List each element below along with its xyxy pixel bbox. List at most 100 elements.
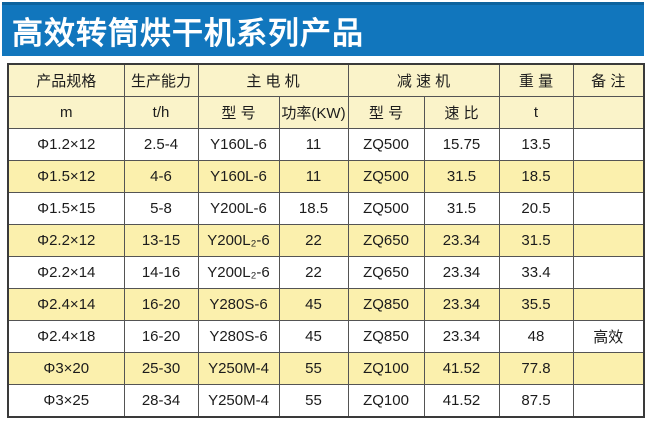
cell-capacity: 14-16 — [123, 256, 199, 289]
cell-spec: Φ1.5×12 — [7, 160, 125, 193]
cell-weight: 77.8 — [498, 352, 574, 385]
cell-remark — [572, 384, 645, 418]
cell-remark — [572, 224, 645, 257]
cell-spec: Φ3×25 — [7, 384, 125, 418]
table-row: Φ3×25 28-34 Y250M-4 55 ZQ100 41.52 87.5 — [7, 384, 645, 418]
cell-capacity: 4-6 — [123, 160, 199, 193]
cell-motor-model: Y200L₂-6 — [197, 256, 280, 289]
cell-spec: Φ3×20 — [7, 352, 125, 385]
product-spec-table: 产品规格 生产能力 主 电 机 减 速 机 重 量 备 注 m t/h 型 号 … — [7, 63, 645, 418]
cell-capacity: 28-34 — [123, 384, 199, 418]
cell-remark — [572, 128, 645, 161]
cell-capacity: 5-8 — [123, 192, 199, 225]
table-header: 产品规格 生产能力 主 电 机 减 速 机 重 量 备 注 m t/h 型 号 … — [7, 63, 645, 129]
cell-remark — [572, 256, 645, 289]
table-row: Φ2.2×14 14-16 Y200L₂-6 22 ZQ650 23.34 33.4 — [7, 256, 645, 289]
table-row: Φ1.5×12 4-6 Y160L-6 11 ZQ500 31.5 18.5 — [7, 160, 645, 193]
cell-reducer-ratio: 31.5 — [423, 192, 500, 225]
table-body: Φ1.2×12 2.5-4 Y160L-6 11 ZQ500 15.75 13.5 Φ1.5×… — [7, 128, 645, 418]
cell-remark — [572, 192, 645, 225]
header-motor-power: 功率(KW) — [278, 96, 349, 129]
cell-motor-model: Y280S-6 — [197, 320, 280, 353]
cell-motor-power: 11 — [278, 160, 349, 193]
cell-weight: 18.5 — [498, 160, 574, 193]
cell-motor-model: Y250M-4 — [197, 352, 280, 385]
cell-weight: 20.5 — [498, 192, 574, 225]
cell-remark — [572, 160, 645, 193]
cell-reducer-model: ZQ100 — [347, 352, 425, 385]
table-row: Φ3×20 25-30 Y250M-4 55 ZQ100 41.52 77.8 — [7, 352, 645, 385]
cell-spec: Φ1.5×15 — [7, 192, 125, 225]
cell-motor-power: 45 — [278, 288, 349, 321]
cell-reducer-ratio: 41.52 — [423, 352, 500, 385]
cell-capacity: 2.5-4 — [123, 128, 199, 161]
cell-motor-power: 22 — [278, 224, 349, 257]
header-remark-empty — [572, 96, 645, 129]
cell-capacity: 16-20 — [123, 288, 199, 321]
cell-spec: Φ2.2×14 — [7, 256, 125, 289]
cell-reducer-model: ZQ500 — [347, 160, 425, 193]
header-motor-model: 型 号 — [197, 96, 280, 129]
cell-reducer-model: ZQ100 — [347, 384, 425, 418]
cell-weight: 48 — [498, 320, 574, 353]
cell-reducer-ratio: 23.34 — [423, 320, 500, 353]
table-row: Φ1.5×15 5-8 Y200L-6 18.5 ZQ500 31.5 20.5 — [7, 192, 645, 225]
cell-capacity: 25-30 — [123, 352, 199, 385]
cell-motor-power: 55 — [278, 352, 349, 385]
header-row-groups: 产品规格 生产能力 主 电 机 减 速 机 重 量 备 注 — [7, 63, 645, 97]
cell-motor-model: Y280S-6 — [197, 288, 280, 321]
cell-motor-model: Y200L₂-6 — [197, 224, 280, 257]
cell-capacity: 13-15 — [123, 224, 199, 257]
cell-spec: Φ1.2×12 — [7, 128, 125, 161]
header-capacity: 生产能力 — [123, 63, 199, 97]
header-unit-m: m — [7, 96, 125, 129]
cell-reducer-ratio: 31.5 — [423, 160, 500, 193]
header-remark: 备 注 — [572, 63, 645, 97]
cell-weight: 33.4 — [498, 256, 574, 289]
header-weight: 重 量 — [498, 63, 574, 97]
cell-motor-model: Y160L-6 — [197, 128, 280, 161]
cell-capacity: 16-20 — [123, 320, 199, 353]
page-title: 高效转筒烘干机系列产品 — [12, 16, 364, 51]
cell-remark — [572, 288, 645, 321]
cell-motor-model: Y160L-6 — [197, 160, 280, 193]
cell-weight: 31.5 — [498, 224, 574, 257]
header-unit-t: t — [498, 96, 574, 129]
cell-reducer-ratio: 23.34 — [423, 256, 500, 289]
cell-reducer-model: ZQ500 — [347, 192, 425, 225]
cell-motor-power: 55 — [278, 384, 349, 418]
cell-motor-power: 22 — [278, 256, 349, 289]
cell-spec: Φ2.4×14 — [7, 288, 125, 321]
cell-motor-power: 45 — [278, 320, 349, 353]
cell-motor-power: 18.5 — [278, 192, 349, 225]
cell-remark: 高效 — [572, 320, 645, 353]
cell-remark — [572, 352, 645, 385]
cell-motor-model: Y250M-4 — [197, 384, 280, 418]
header-main-motor: 主 电 机 — [197, 63, 349, 97]
cell-weight: 87.5 — [498, 384, 574, 418]
cell-reducer-ratio: 41.52 — [423, 384, 500, 418]
cell-spec: Φ2.2×12 — [7, 224, 125, 257]
cell-reducer-model: ZQ850 — [347, 288, 425, 321]
cell-reducer-ratio: 23.34 — [423, 224, 500, 257]
cell-spec: Φ2.4×18 — [7, 320, 125, 353]
header-row-units: m t/h 型 号 功率(KW) 型 号 速 比 t — [7, 96, 645, 129]
cell-reducer-model: ZQ650 — [347, 256, 425, 289]
table-row: Φ2.2×12 13-15 Y200L₂-6 22 ZQ650 23.34 31.5 — [7, 224, 645, 257]
header-reducer: 减 速 机 — [347, 63, 500, 97]
cell-reducer-model: ZQ850 — [347, 320, 425, 353]
table-row: Φ1.2×12 2.5-4 Y160L-6 11 ZQ500 15.75 13.5 — [7, 128, 645, 161]
cell-reducer-ratio: 23.34 — [423, 288, 500, 321]
header-unit-th: t/h — [123, 96, 199, 129]
header-reducer-model: 型 号 — [347, 96, 425, 129]
cell-reducer-model: ZQ500 — [347, 128, 425, 161]
header-product-spec: 产品规格 — [7, 63, 125, 97]
cell-motor-power: 11 — [278, 128, 349, 161]
table-row: Φ2.4×14 16-20 Y280S-6 45 ZQ850 23.34 35.5 — [7, 288, 645, 321]
cell-weight: 35.5 — [498, 288, 574, 321]
cell-weight: 13.5 — [498, 128, 574, 161]
cell-reducer-model: ZQ650 — [347, 224, 425, 257]
title-banner: 高效转筒烘干机系列产品 — [2, 2, 644, 56]
cell-reducer-ratio: 15.75 — [423, 128, 500, 161]
